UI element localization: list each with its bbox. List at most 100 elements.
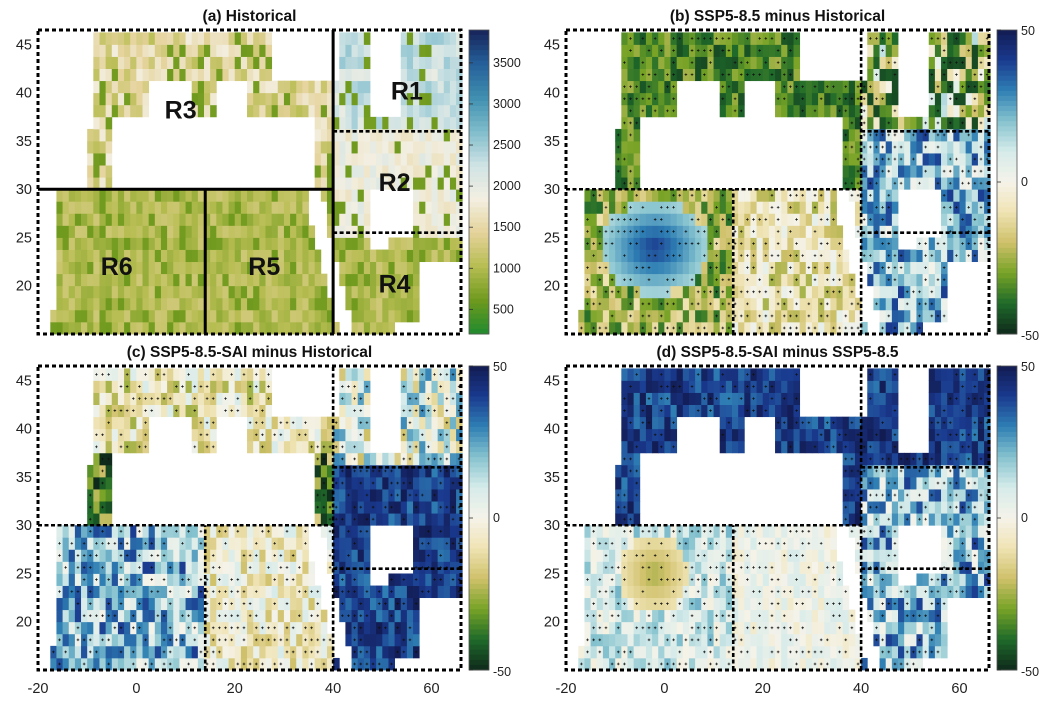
- heatmap-cell: [320, 416, 328, 430]
- significance-marker: [715, 242, 718, 245]
- significance-marker: [610, 230, 614, 233]
- significance-marker: [869, 181, 872, 185]
- heatmap-cell: [449, 525, 457, 538]
- heatmap-cell: [922, 177, 930, 190]
- heatmap-cell: [142, 68, 150, 82]
- significance-marker: [881, 145, 884, 149]
- heatmap-cell: [701, 309, 708, 323]
- significance-marker: [635, 242, 639, 245]
- heatmap-cell: [775, 104, 782, 118]
- significance-marker: [979, 181, 983, 185]
- heatmap-cell: [68, 213, 76, 226]
- heatmap-cell: [425, 153, 432, 166]
- heatmap-cell: [425, 44, 432, 57]
- heatmap-cell: [247, 621, 254, 635]
- heatmap-cell: [701, 213, 708, 226]
- significance-marker: [715, 278, 718, 282]
- heatmap-cell: [56, 309, 63, 323]
- heatmap-cell: [136, 261, 143, 275]
- heatmap-cell: [456, 116, 463, 130]
- heatmap-cell: [345, 573, 352, 586]
- significance-marker: [936, 181, 940, 185]
- significance-marker: [782, 326, 786, 330]
- heatmap-cell: [247, 573, 254, 586]
- colorbar-segment: [997, 293, 1017, 300]
- colorbar-segment: [469, 487, 489, 494]
- colorbar-segment: [997, 45, 1017, 51]
- significance-marker: [782, 97, 786, 101]
- heatmap-cell: [111, 561, 119, 574]
- colorbar-segment: [469, 639, 489, 646]
- heatmap-cell: [363, 573, 371, 586]
- heatmap-cell: [345, 44, 352, 57]
- y-tick-label: 20: [16, 615, 32, 631]
- heatmap-cell: [431, 44, 439, 57]
- heatmap-cell: [351, 476, 359, 490]
- heatmap-cell: [419, 525, 426, 538]
- heatmap-cell: [363, 404, 371, 418]
- colorbar-segment: [997, 106, 1017, 112]
- significance-marker: [610, 278, 614, 282]
- heatmap-cell: [105, 68, 113, 82]
- heatmap-cell: [56, 297, 63, 311]
- heatmap-cell: [701, 201, 708, 214]
- heatmap-cell: [204, 321, 211, 335]
- heatmap-cell: [240, 645, 248, 659]
- heatmap-cell: [775, 189, 782, 202]
- heatmap-cell: [247, 104, 254, 118]
- heatmap-cell: [370, 128, 377, 142]
- heatmap-cell: [56, 273, 63, 287]
- y-tick-label: 30: [16, 518, 32, 534]
- significance-marker: [887, 157, 891, 161]
- heatmap-cell: [805, 249, 813, 263]
- heatmap-cell: [308, 273, 316, 287]
- heatmap-cell: [345, 440, 352, 454]
- heatmap-cell: [253, 273, 260, 287]
- heatmap-cell: [805, 189, 813, 202]
- heatmap-cell: [363, 165, 371, 178]
- heatmap-cell: [609, 321, 616, 335]
- heatmap-cell: [799, 237, 807, 250]
- heatmap-cell: [449, 153, 457, 166]
- heatmap-cell: [302, 597, 309, 611]
- heatmap-cell: [382, 249, 389, 263]
- heatmap-cell: [87, 237, 94, 250]
- heatmap-cell: [916, 140, 923, 154]
- heatmap-cell: [891, 237, 899, 250]
- heatmap-cell: [394, 309, 402, 323]
- heatmap-cell: [713, 321, 721, 335]
- heatmap-cell: [953, 128, 960, 142]
- heatmap-cell: [376, 177, 383, 190]
- heatmap-cell: [253, 201, 260, 214]
- heatmap-cell: [388, 153, 395, 166]
- heatmap-cell: [419, 452, 426, 466]
- heatmap-cell: [419, 225, 426, 238]
- heatmap-cell: [615, 476, 622, 490]
- heatmap-cell: [240, 261, 248, 275]
- colorbar-segment: [469, 263, 489, 269]
- heatmap-cell: [253, 80, 260, 94]
- colorbar-segment: [469, 197, 489, 203]
- heatmap-cell: [879, 104, 887, 118]
- heatmap-cell: [431, 501, 439, 514]
- significance-marker: [586, 278, 589, 282]
- heatmap-cell: [277, 609, 285, 623]
- significance-marker: [758, 326, 761, 330]
- heatmap-cell: [290, 597, 297, 611]
- heatmap-cell: [81, 261, 88, 275]
- region-label-r5: R5: [248, 253, 280, 281]
- heatmap-cell: [584, 549, 591, 562]
- heatmap-cell: [185, 201, 193, 214]
- y-tick-label: 25: [544, 230, 560, 246]
- heatmap-cell: [253, 92, 260, 106]
- heatmap-cell: [400, 92, 408, 106]
- heatmap-cell: [99, 44, 107, 57]
- heatmap-cell: [56, 645, 63, 659]
- significance-marker: [746, 302, 749, 306]
- heatmap-cell: [111, 633, 119, 647]
- heatmap-cell: [160, 249, 168, 263]
- heatmap-cell: [314, 104, 322, 118]
- heatmap-cell: [93, 309, 100, 323]
- heatmap-cell: [413, 476, 420, 490]
- heatmap-cell: [308, 249, 316, 263]
